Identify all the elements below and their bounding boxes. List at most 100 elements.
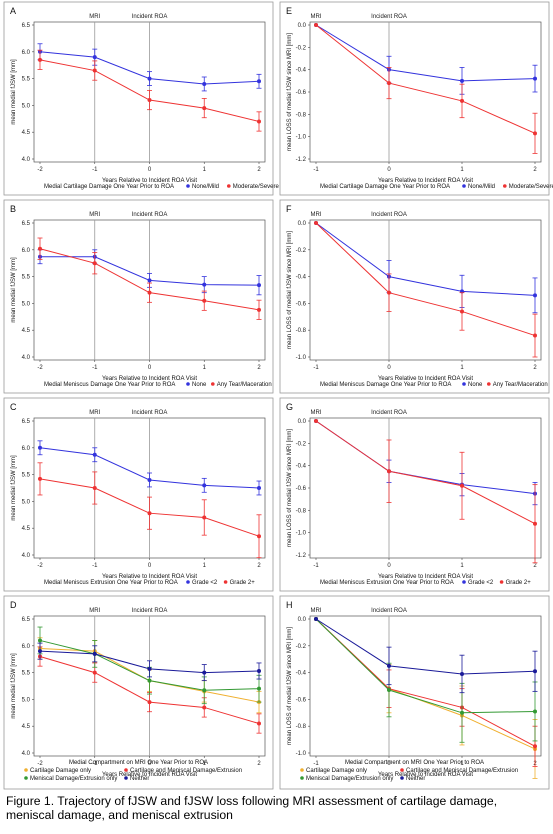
y-tick-label: 5.5 (22, 77, 31, 83)
data-point (38, 638, 42, 643)
data-point (257, 283, 261, 288)
legend-marker (186, 580, 190, 584)
series-moderate-severe (37, 49, 262, 132)
legend-entry: None/Mild (468, 184, 495, 190)
data-point (202, 515, 207, 520)
data-point (147, 76, 152, 81)
x-tick-label: 1 (203, 761, 207, 767)
y-tick-label: 4.5 (22, 130, 31, 136)
data-point (147, 290, 152, 295)
y-tick-label: -0.2 (296, 644, 307, 650)
series-line (315, 24, 536, 82)
data-point (387, 663, 391, 668)
panel-letter: A (10, 6, 16, 16)
data-point (202, 298, 207, 303)
y-tick-label: -1.0 (296, 355, 307, 361)
chart-panel-b: B 6.5 6.0 5.5 5.0 4.5 4.0 -2 -1 0 1 2 MRI Incident RO… (3, 199, 274, 394)
data-point (387, 290, 391, 295)
y-tick-label: 5.5 (22, 671, 31, 677)
x-tick-label: 2 (533, 563, 537, 569)
y-tick-label: 0.0 (298, 23, 307, 29)
data-point (202, 282, 207, 287)
y-tick-label: -0.6 (296, 486, 307, 492)
y-tick-label: 4.5 (22, 724, 31, 730)
panel-letter: D (10, 600, 17, 610)
data-point (257, 668, 261, 673)
reference-label: Incident ROA (371, 212, 407, 218)
x-axis-label: Years Relative to Incident ROA Visit (378, 376, 473, 382)
data-point (257, 721, 261, 726)
legend: Medial Compartment on MRI One Year Prior… (24, 760, 242, 782)
y-axis-label: mean LOSS of medial fJSW since MRI [mm] (287, 231, 293, 349)
x-tick-label: -2 (37, 365, 43, 371)
x-tick-label: 0 (148, 761, 152, 767)
x-axis-label: Years Relative to Incident ROA Visit (378, 574, 473, 580)
x-axis-label: Years Relative to Incident ROA Visit (102, 376, 197, 382)
reference-label: Incident ROA (132, 608, 168, 614)
legend-entry: Neither (406, 776, 425, 782)
series-grade-2- (37, 462, 262, 559)
reference-label: Incident ROA (132, 14, 168, 20)
y-tick-label: 6.5 (22, 23, 31, 29)
data-point (92, 670, 97, 675)
chart-panel-d: D 6.5 6.0 5.5 5.0 4.5 4.0 -2 -1 0 1 2 MRI Incident RO… (3, 595, 274, 790)
x-tick-label: -2 (37, 167, 43, 173)
data-point (38, 649, 42, 654)
x-tick-label: 2 (257, 365, 261, 371)
legend: Medial Meniscus Extrusion One Year Prior… (44, 580, 255, 586)
data-point (533, 76, 537, 81)
legend-entry: Cartilage Damage only (30, 768, 91, 774)
x-tick-label: 1 (460, 563, 464, 569)
x-tick-label: -1 (313, 761, 319, 767)
x-tick-label: 1 (203, 365, 207, 371)
panel-letter: H (286, 600, 293, 610)
data-point (387, 469, 391, 474)
data-point (314, 23, 318, 27)
reference-label: Incident ROA (371, 608, 407, 614)
data-point (147, 678, 152, 683)
y-axis-label: mean medial fJSW [mm] (11, 59, 17, 125)
data-point (92, 261, 97, 266)
data-point (92, 452, 97, 457)
data-point (92, 486, 97, 490)
legend-title: Medial Meniscus Damage One Year Prior to… (44, 382, 175, 388)
legend: Medial Meniscus Damage One Year Prior to… (44, 382, 272, 388)
reference-label: MRI (311, 212, 322, 218)
y-tick-label: -1.0 (296, 751, 307, 757)
data-point (314, 221, 318, 225)
series-any-tear-maceration (37, 237, 262, 320)
y-tick-label: 0.0 (298, 221, 307, 227)
x-tick-label: 2 (533, 167, 537, 173)
legend-entry: Cartilage and Meniscal Damage/Extrusion (130, 768, 242, 774)
legend-marker (503, 184, 507, 188)
panel-letter: F (286, 204, 292, 214)
legend-marker (223, 580, 228, 584)
data-point (202, 670, 207, 675)
legend-marker (462, 184, 466, 188)
data-point (460, 309, 464, 314)
reference-label: Incident ROA (371, 14, 407, 20)
legend-marker (300, 768, 304, 772)
legend: Medial Compartment on MRI One Year Prior… (300, 760, 518, 782)
legend-entry: None (468, 382, 483, 388)
series-line (315, 618, 536, 714)
legend-entry: Moderate/Severe (509, 184, 553, 190)
chart-panel-c: C 6.5 6.0 5.5 5.0 4.5 4.0 -2 -1 0 1 2 MRI Incident RO… (3, 397, 274, 592)
legend-entry: Grade <2 (192, 580, 218, 586)
y-tick-label: 0.0 (298, 419, 307, 425)
x-tick-label: 1 (460, 167, 464, 173)
y-tick-label: -1.0 (296, 531, 307, 537)
data-point (202, 106, 207, 111)
legend-marker (211, 382, 215, 386)
x-tick-label: 0 (387, 761, 391, 767)
y-axis-label: mean LOSS of medial fJSW since MRI [mm] (287, 627, 293, 745)
data-point (147, 511, 152, 516)
chart-panel-f: F 0.0 -0.2 -0.4 -0.6 -0.8 -1.0 -1 0 1 2 MRI Incident… (279, 199, 550, 394)
reference-label: Incident ROA (371, 410, 407, 416)
reference-label: Incident ROA (132, 212, 168, 218)
reference-label: MRI (89, 410, 100, 416)
y-tick-label: 4.5 (22, 328, 31, 334)
data-point (387, 81, 391, 86)
y-tick-label: -0.2 (296, 248, 307, 254)
panel-letter: G (286, 402, 293, 412)
